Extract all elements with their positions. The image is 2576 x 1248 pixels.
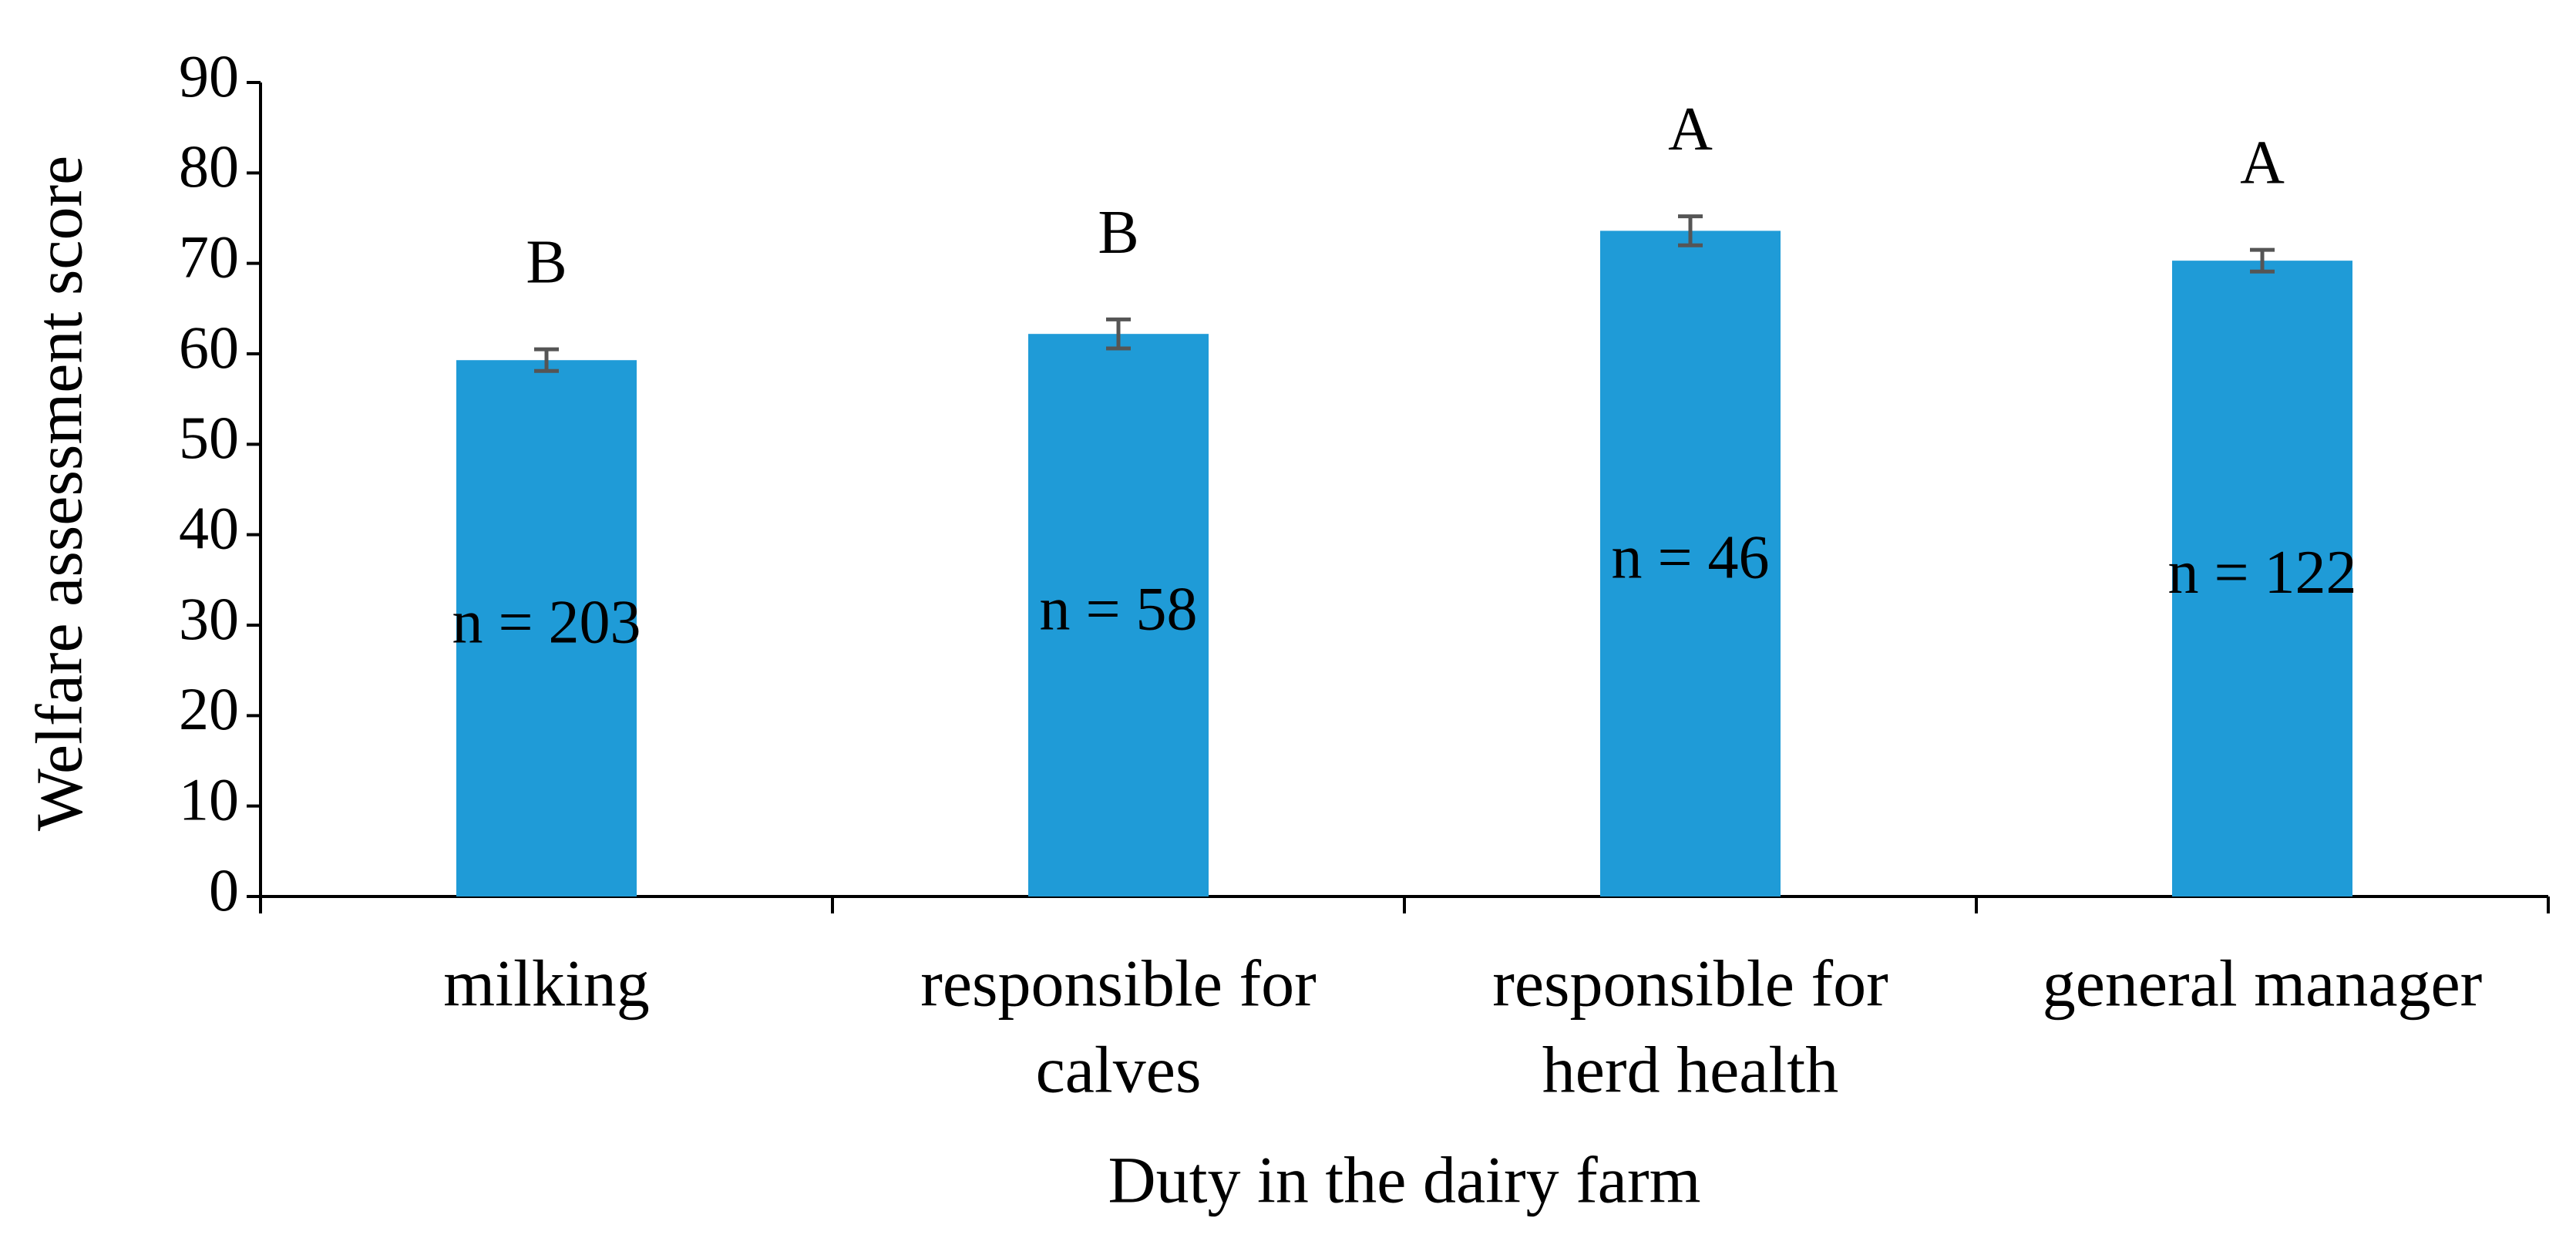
y-axis-title: Welfare assessment score [22,156,96,832]
y-tick-label: 40 [179,495,239,562]
y-tick-label: 30 [179,585,239,652]
x-tick-label: responsible for [920,947,1316,1021]
n-label: n = 122 [2167,539,2356,607]
n-label: n = 46 [1611,524,1769,592]
group-label: B [1098,199,1138,267]
error-bar [1106,317,1131,351]
y-tick-label: 90 [179,42,239,109]
y-tick-label: 20 [179,675,239,742]
y-tick-label: 70 [179,224,239,291]
bar [2172,261,2352,896]
x-axis-title: Duty in the dairy farm [1108,1143,1700,1217]
error-bar [2250,247,2275,274]
group-label: A [2240,129,2285,197]
x-tick-label: milking [443,947,650,1021]
bar [1600,230,1781,897]
group-label: A [1668,96,1713,163]
x-tick-label: calves [1036,1033,1202,1107]
y-tick-label: 60 [179,314,239,381]
y-tick-label: 50 [179,404,239,471]
x-tick-label: herd health [1542,1033,1838,1107]
y-tick-label: 80 [179,133,239,200]
x-tick-label: general manager [2043,947,2483,1021]
error-bar [534,347,559,373]
n-label: n = 203 [452,588,641,656]
x-tick-label: responsible for [1492,947,1888,1021]
group-label: B [526,228,567,296]
y-tick-label: 0 [209,856,239,923]
bar [456,360,637,896]
n-label: n = 58 [1039,575,1197,643]
error-bar [1678,214,1703,247]
y-tick-label: 10 [179,766,239,833]
bar [1028,334,1209,897]
